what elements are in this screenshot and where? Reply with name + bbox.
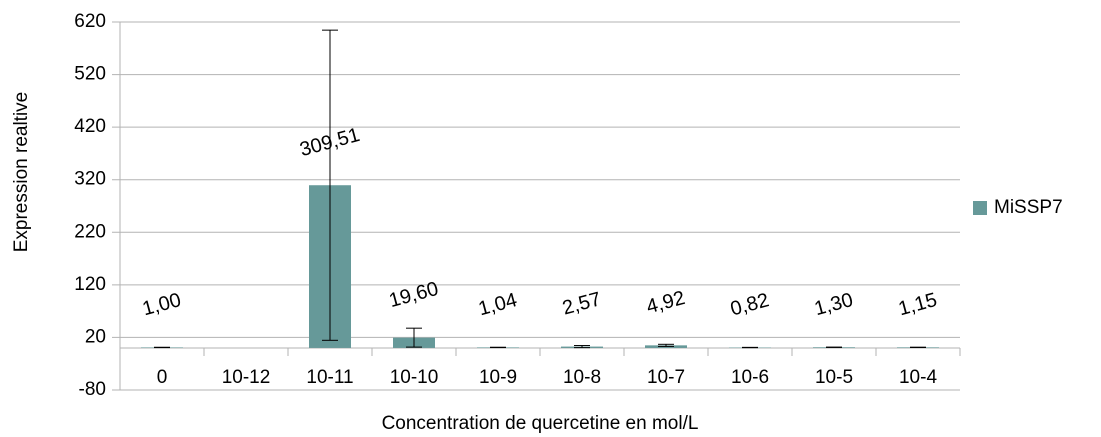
y-tick-label: 220 [74, 221, 106, 242]
value-label: 1,15 [896, 289, 939, 320]
y-tick-label: 120 [74, 274, 106, 295]
x-tick-label: 10-12 [222, 367, 271, 388]
value-label: 1,30 [812, 289, 855, 320]
y-tick-label: 320 [74, 169, 106, 190]
x-tick-label: 0 [157, 367, 168, 388]
x-tick-label: 10-8 [563, 367, 601, 388]
value-label: 4,92 [644, 287, 687, 318]
x-tick-label: 10-11 [306, 367, 353, 388]
y-tick-label: -80 [79, 379, 106, 400]
legend-swatch [973, 201, 987, 215]
x-tick-label: 10-7 [647, 367, 685, 388]
x-tick-label: 10-5 [815, 367, 853, 388]
y-tick-label: 420 [74, 116, 106, 137]
y-axis-title: Expression realtive [11, 92, 32, 253]
value-label: 1,00 [140, 289, 183, 320]
x-tick-label: 10-10 [390, 367, 439, 388]
y-tick-label: 620 [74, 11, 106, 32]
x-tick-label: 10-9 [479, 367, 517, 388]
x-axis-title: Concentration de quercetine en mol/L [382, 413, 699, 434]
legend-label: MiSSP7 [994, 197, 1063, 218]
value-label: 2,57 [560, 288, 603, 319]
value-label: 0,82 [728, 289, 771, 320]
y-tick-label: 20 [85, 326, 106, 347]
x-tick-label: 10-4 [899, 367, 937, 388]
y-tick-label: 520 [74, 64, 106, 85]
value-label: 19,60 [387, 278, 441, 312]
value-label: 1,04 [476, 289, 519, 320]
x-tick-label: 10-6 [731, 367, 769, 388]
